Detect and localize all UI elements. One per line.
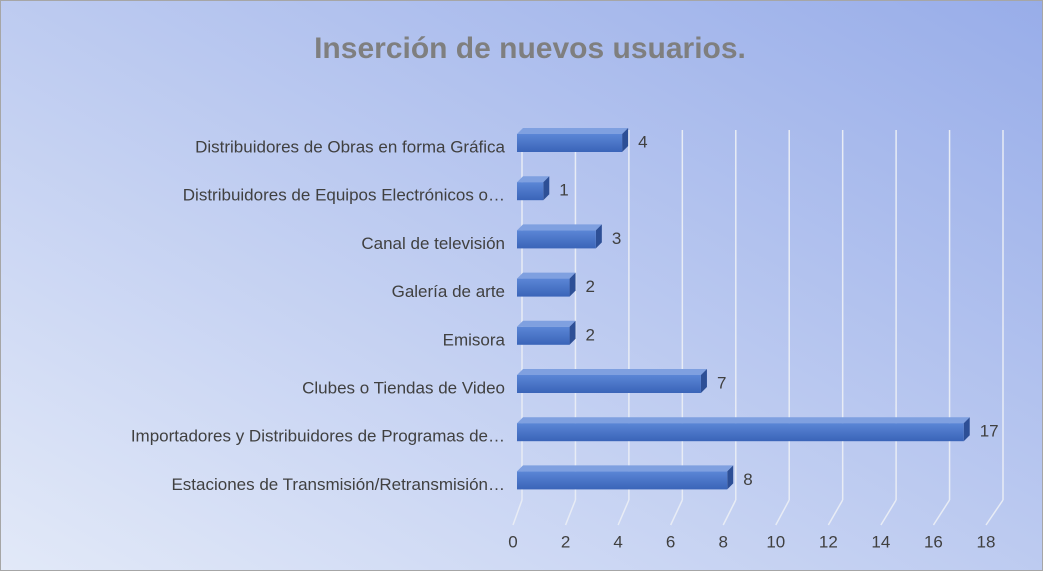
bar-top [517, 224, 602, 231]
bar-side [622, 128, 629, 152]
bar [517, 423, 964, 442]
grid-line [564, 499, 577, 526]
bar [517, 278, 570, 297]
bar-top [517, 465, 734, 472]
chart-title: Inserción de nuevos usuarios. [314, 32, 746, 65]
x-tick-label: 10 [766, 532, 785, 551]
data-label: 7 [717, 373, 726, 392]
x-tick-label: 8 [718, 532, 727, 551]
bar [517, 375, 701, 393]
bar-side [700, 369, 707, 393]
bar-side [727, 465, 734, 490]
x-tick-label: 16 [924, 532, 943, 551]
bar [517, 230, 596, 249]
y-tick-label: Distribuidores de Obras en forma Gráfica [195, 137, 505, 156]
data-label: 8 [743, 470, 752, 489]
data-label: 2 [586, 277, 595, 296]
bar-top [517, 369, 707, 375]
grid-line [617, 499, 630, 526]
x-tick-label: 0 [508, 532, 517, 551]
x-tick-label: 12 [819, 532, 838, 551]
bar-top [517, 176, 550, 183]
grid-line [775, 499, 790, 526]
y-tick-label: Importadores y Distribuidores de Program… [131, 427, 505, 446]
y-tick-label: Emisora [443, 330, 506, 349]
grid-line [985, 499, 1004, 526]
bar-side [595, 224, 602, 249]
x-tick-label: 2 [561, 532, 570, 551]
bar [517, 134, 623, 152]
bar-side [569, 272, 576, 297]
grid-line [512, 499, 523, 526]
grid-line [932, 499, 951, 526]
grid-line [827, 499, 844, 526]
bar-top [517, 128, 629, 134]
bar-side [569, 320, 576, 345]
data-label: 4 [638, 132, 647, 151]
y-tick-label: Clubes o Tiendas de Video [302, 378, 505, 397]
bar [517, 182, 544, 201]
x-tick-label: 14 [871, 532, 890, 551]
x-tick-label: 6 [666, 532, 675, 551]
y-tick-label: Galería de arte [392, 282, 505, 301]
bar-top [517, 272, 576, 279]
data-label: 2 [586, 325, 595, 344]
bar-side [543, 176, 550, 201]
y-tick-label: Estaciones de Transmisión/Retransmisión… [171, 475, 505, 494]
bar-top [517, 320, 576, 327]
bar [517, 326, 570, 345]
data-label: 1 [559, 181, 568, 200]
bar-top [517, 417, 970, 424]
y-tick-label: Canal de televisión [361, 234, 505, 253]
x-tick-label: 4 [613, 532, 622, 551]
data-label: 3 [612, 229, 621, 248]
grid-line [880, 499, 897, 526]
data-label: 17 [980, 422, 999, 441]
bar-side [963, 417, 970, 442]
grid-line [722, 499, 737, 526]
x-tick-label: 18 [977, 532, 996, 551]
bar [517, 471, 728, 490]
y-tick-label: Distribuidores de Equipos Electrónicos o… [183, 186, 505, 205]
grid-line [669, 499, 684, 526]
